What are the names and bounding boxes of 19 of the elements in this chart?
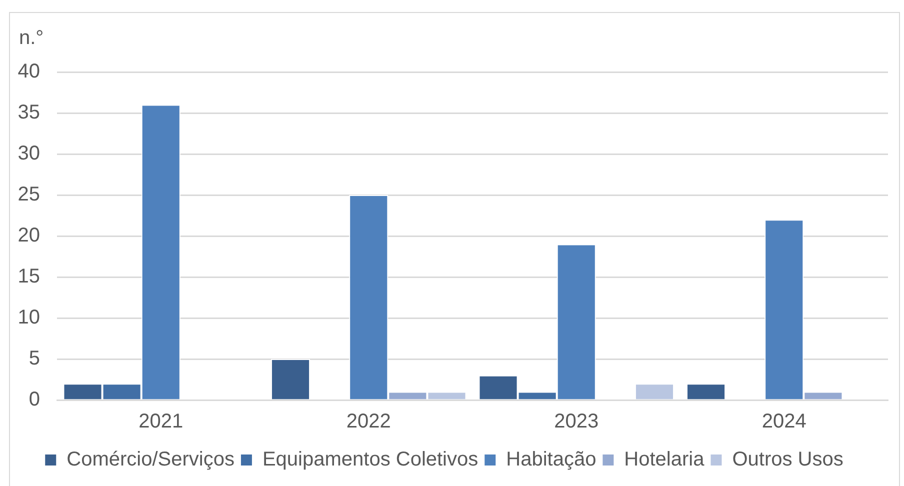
y-tick-label: 30 [18,142,40,165]
legend-label: Hotelaria [624,448,706,471]
x-tick-label: 2024 [762,410,806,433]
y-tick-label: 10 [18,306,40,329]
x-tick-label: 2022 [346,410,391,433]
y-tick-label: 0 [28,388,40,411]
y-tick-label: 25 [18,184,40,206]
y-tick-label: 40 [18,60,40,83]
legend-label: Equipamentos Coletivos [262,448,478,471]
legend-label: Comércio/Serviços [66,448,234,471]
legend-label: Habitação [506,448,596,471]
y-axis-title: n.° [19,27,44,49]
y-tick-label: 35 [18,102,40,124]
y-tick-label: 20 [18,224,40,247]
y-tick-label: 15 [18,266,40,288]
x-tick-label: 2023 [554,410,599,433]
legend-label: Outros Usos [732,448,844,471]
y-tick-label: 5 [28,348,40,370]
x-tick-label: 2021 [138,410,184,433]
